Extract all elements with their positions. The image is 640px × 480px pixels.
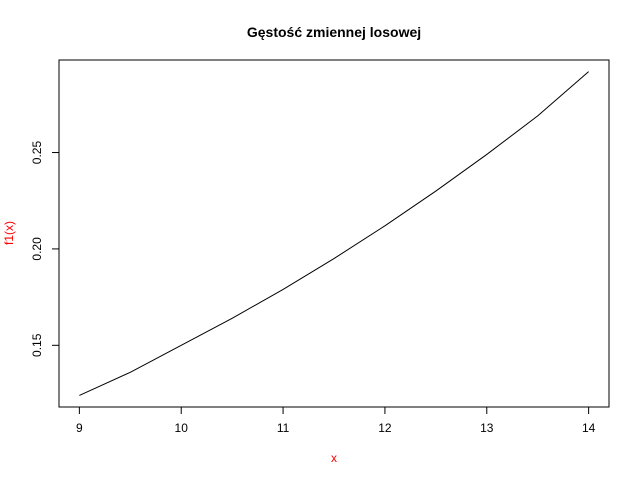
x-axis-label: x: [331, 451, 337, 465]
x-tick-label: 9: [76, 421, 83, 435]
x-tick-label: 11: [277, 421, 290, 435]
x-tick-label: 10: [175, 421, 189, 435]
density-curve-line: [79, 71, 589, 396]
y-tick-label: 0.25: [30, 141, 44, 165]
chart-title: Gęstość zmiennej losowej: [247, 24, 421, 40]
plot-frame: [58, 59, 610, 408]
y-axis: 0.15 0.20 0.25: [30, 141, 60, 357]
y-tick-label: 0.15: [30, 333, 44, 357]
x-tick-label: 14: [582, 421, 596, 435]
x-axis: 9 10 11 12 13 14: [76, 406, 596, 435]
x-tick-label: 13: [480, 421, 494, 435]
y-axis-label: f1(x): [2, 221, 16, 245]
x-tick-label: 12: [378, 421, 392, 435]
y-tick-label: 0.20: [30, 237, 44, 261]
